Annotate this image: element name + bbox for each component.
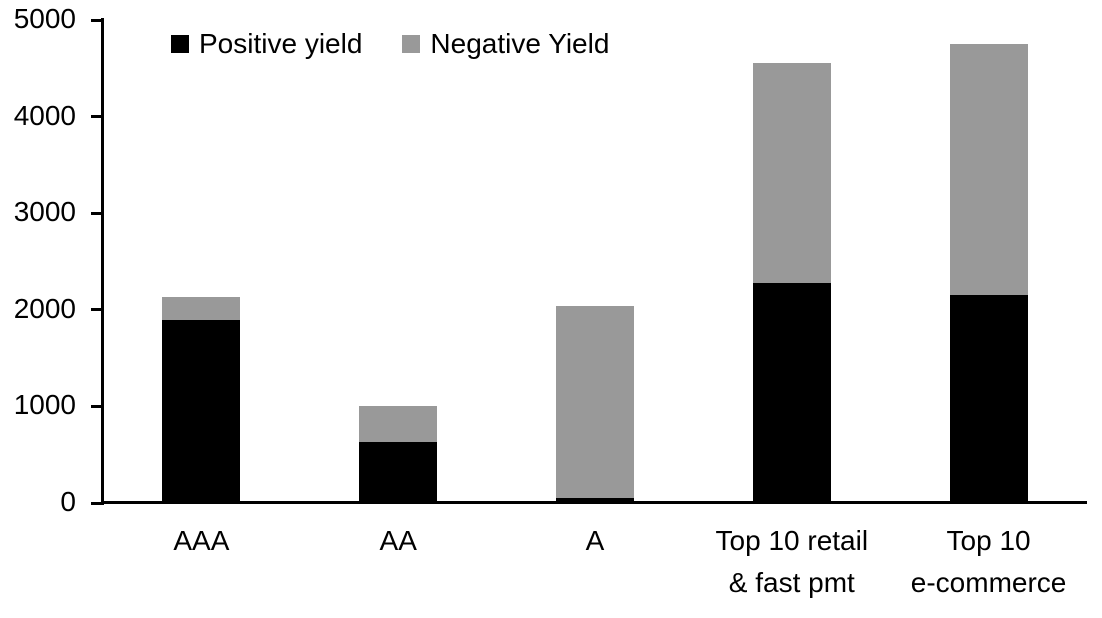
bar-segment-negative bbox=[752, 63, 831, 283]
y-tick-mark bbox=[91, 211, 103, 215]
legend: Positive yield Negative Yield bbox=[171, 27, 609, 61]
y-tick-mark bbox=[91, 18, 103, 22]
bar-segment-positive bbox=[359, 442, 438, 503]
y-tick-label: 1000 bbox=[13, 389, 76, 421]
bar-segment-positive bbox=[556, 498, 634, 503]
bar-segment-negative bbox=[162, 297, 241, 321]
x-axis-label: Top 10 retail & fast pmt bbox=[715, 525, 869, 598]
y-tick-label: 2000 bbox=[13, 292, 76, 324]
bar-segment-negative bbox=[556, 306, 634, 499]
x-axis-line bbox=[101, 501, 1087, 504]
x-axis-label: AA bbox=[379, 525, 417, 556]
bar-segment-positive bbox=[949, 295, 1028, 503]
y-axis-line bbox=[101, 18, 104, 505]
positive-yield-swatch-icon bbox=[171, 35, 189, 53]
bar-segment-positive bbox=[752, 282, 831, 503]
legend-label-negative-yield: Negative Yield bbox=[430, 28, 610, 59]
x-axis-label: AAA bbox=[173, 525, 230, 556]
y-tick-label: 5000 bbox=[13, 3, 76, 34]
x-axis-label: A bbox=[585, 525, 605, 556]
y-tick-mark bbox=[91, 115, 103, 119]
bar-segment-negative bbox=[949, 44, 1028, 296]
bar-segment-negative bbox=[359, 405, 438, 443]
bar-segment-positive bbox=[162, 320, 241, 503]
x-axis-label: Top 10 e-commerce bbox=[910, 525, 1067, 598]
negative-yield-swatch-icon bbox=[402, 35, 421, 53]
legend-label-positive-yield: Positive yield bbox=[199, 28, 363, 59]
y-tick-label: 0 bbox=[60, 486, 76, 517]
y-tick-label: 3000 bbox=[13, 196, 76, 228]
y-tick-label: 4000 bbox=[13, 99, 76, 131]
y-tick-mark bbox=[91, 501, 103, 505]
legend-item-positive-yield: Positive yield bbox=[171, 27, 362, 61]
y-tick-mark bbox=[91, 308, 103, 312]
legend-item-negative-yield: Negative Yield bbox=[402, 27, 609, 61]
y-tick-mark bbox=[91, 404, 103, 408]
